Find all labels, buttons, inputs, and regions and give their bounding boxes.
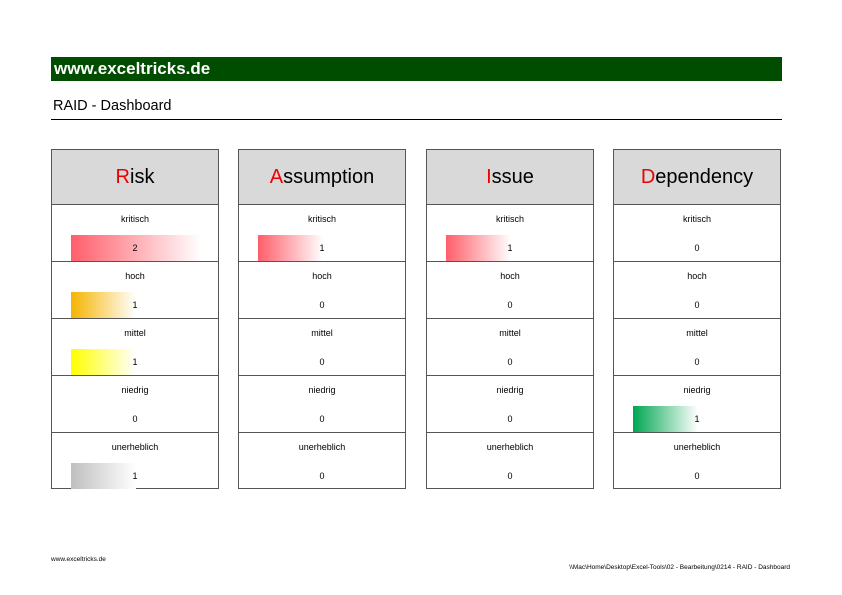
level-count: 0: [319, 414, 325, 424]
card-issue: Issue kritisch 1 hoch 0 mittel 0 niedrig 0 unerhe…: [426, 149, 594, 489]
level-count: 0: [694, 300, 700, 310]
level-bar: [71, 349, 136, 375]
level-count: 0: [319, 471, 325, 481]
card-dependency: Dependency kritisch 0 hoch 0 mittel 0 niedrig 1 u…: [613, 149, 781, 489]
level-label: mittel: [124, 328, 146, 338]
level-count: 0: [319, 357, 325, 367]
level-count: 1: [132, 471, 138, 481]
card-title-rest: ssue: [491, 166, 534, 188]
level-label: mittel: [311, 328, 333, 338]
level-label: unerheblich: [486, 442, 534, 452]
card-title-rest: isk: [130, 166, 155, 188]
level-count: 0: [694, 471, 700, 481]
level-label: kritisch: [495, 214, 524, 224]
level-row-unerheblich: unerheblich 0: [239, 433, 405, 490]
card-title: Risk: [52, 150, 218, 205]
level-row-niedrig: niedrig 1: [614, 376, 780, 433]
level-label: mittel: [686, 328, 708, 338]
level-row-mittel: mittel 1: [52, 319, 218, 376]
level-count: 0: [132, 414, 138, 424]
level-row-niedrig: niedrig 0: [427, 376, 593, 433]
level-count: 1: [507, 243, 513, 253]
level-bar: [71, 292, 136, 318]
level-count: 0: [507, 357, 513, 367]
level-bar: [258, 235, 323, 261]
level-row-unerheblich: unerheblich 1: [52, 433, 218, 490]
level-label: kritisch: [682, 214, 711, 224]
level-label: unerheblich: [111, 442, 159, 452]
level-label: niedrig: [496, 385, 524, 395]
card-assumption: Assumption kritisch 1 hoch 0 mittel 0 niedrig 0 u…: [238, 149, 406, 489]
card-title: Issue: [427, 150, 593, 205]
level-label: niedrig: [683, 385, 711, 395]
level-count: 1: [694, 414, 700, 424]
level-label: hoch: [500, 271, 520, 281]
level-row-niedrig: niedrig 0: [52, 376, 218, 433]
footer-path: \\Mac\Home\Desktop\Excel-Tools\02 - Bear…: [569, 564, 790, 571]
level-bar: [446, 235, 511, 261]
card-title-rest: ependency: [655, 166, 754, 188]
level-count: 0: [507, 471, 513, 481]
level-label: unerheblich: [298, 442, 346, 452]
card-title: Dependency: [614, 150, 780, 205]
level-row-hoch: hoch 1: [52, 262, 218, 319]
level-row-hoch: hoch 0: [427, 262, 593, 319]
level-row-mittel: mittel 0: [239, 319, 405, 376]
card-risk: Risk kritisch 2 hoch 1 mittel 1 niedrig 0 unerheb…: [51, 149, 219, 489]
level-count: 2: [132, 243, 138, 253]
level-bar: [71, 463, 136, 489]
level-row-kritisch: kritisch 1: [427, 205, 593, 262]
card-title-initial: I: [486, 166, 492, 188]
level-label: unerheblich: [673, 442, 721, 452]
level-label: hoch: [125, 271, 145, 281]
level-row-unerheblich: unerheblich 0: [427, 433, 593, 490]
level-label: hoch: [312, 271, 332, 281]
footer-left: www.exceltricks.de: [51, 556, 106, 563]
level-count: 0: [694, 357, 700, 367]
page-title: RAID - Dashboard: [53, 98, 172, 114]
level-label: niedrig: [308, 385, 336, 395]
level-count: 1: [319, 243, 325, 253]
level-bar: [71, 235, 201, 261]
level-row-niedrig: niedrig 0: [239, 376, 405, 433]
level-row-mittel: mittel 0: [614, 319, 780, 376]
card-title-initial: R: [115, 166, 130, 188]
level-row-hoch: hoch 0: [614, 262, 780, 319]
level-label: mittel: [499, 328, 521, 338]
card-title-rest: ssumption: [283, 166, 375, 188]
level-row-hoch: hoch 0: [239, 262, 405, 319]
level-count: 0: [694, 243, 700, 253]
card-title-initial: A: [269, 166, 284, 188]
level-count: 0: [507, 300, 513, 310]
level-row-kritisch: kritisch 0: [614, 205, 780, 262]
level-count: 1: [132, 300, 138, 310]
level-label: niedrig: [121, 385, 149, 395]
level-count: 1: [132, 357, 138, 367]
level-label: kritisch: [120, 214, 149, 224]
card-title: Assumption: [239, 150, 405, 205]
level-label: kritisch: [307, 214, 336, 224]
level-label: hoch: [687, 271, 707, 281]
card-title-initial: D: [640, 166, 656, 188]
level-bar: [633, 406, 698, 432]
level-row-unerheblich: unerheblich 0: [614, 433, 780, 490]
title-divider: [51, 119, 782, 120]
level-count: 0: [319, 300, 325, 310]
level-count: 0: [507, 414, 513, 424]
site-banner: www.exceltricks.de: [51, 57, 782, 81]
level-row-kritisch: kritisch 1: [239, 205, 405, 262]
level-row-kritisch: kritisch 2: [52, 205, 218, 262]
level-row-mittel: mittel 0: [427, 319, 593, 376]
